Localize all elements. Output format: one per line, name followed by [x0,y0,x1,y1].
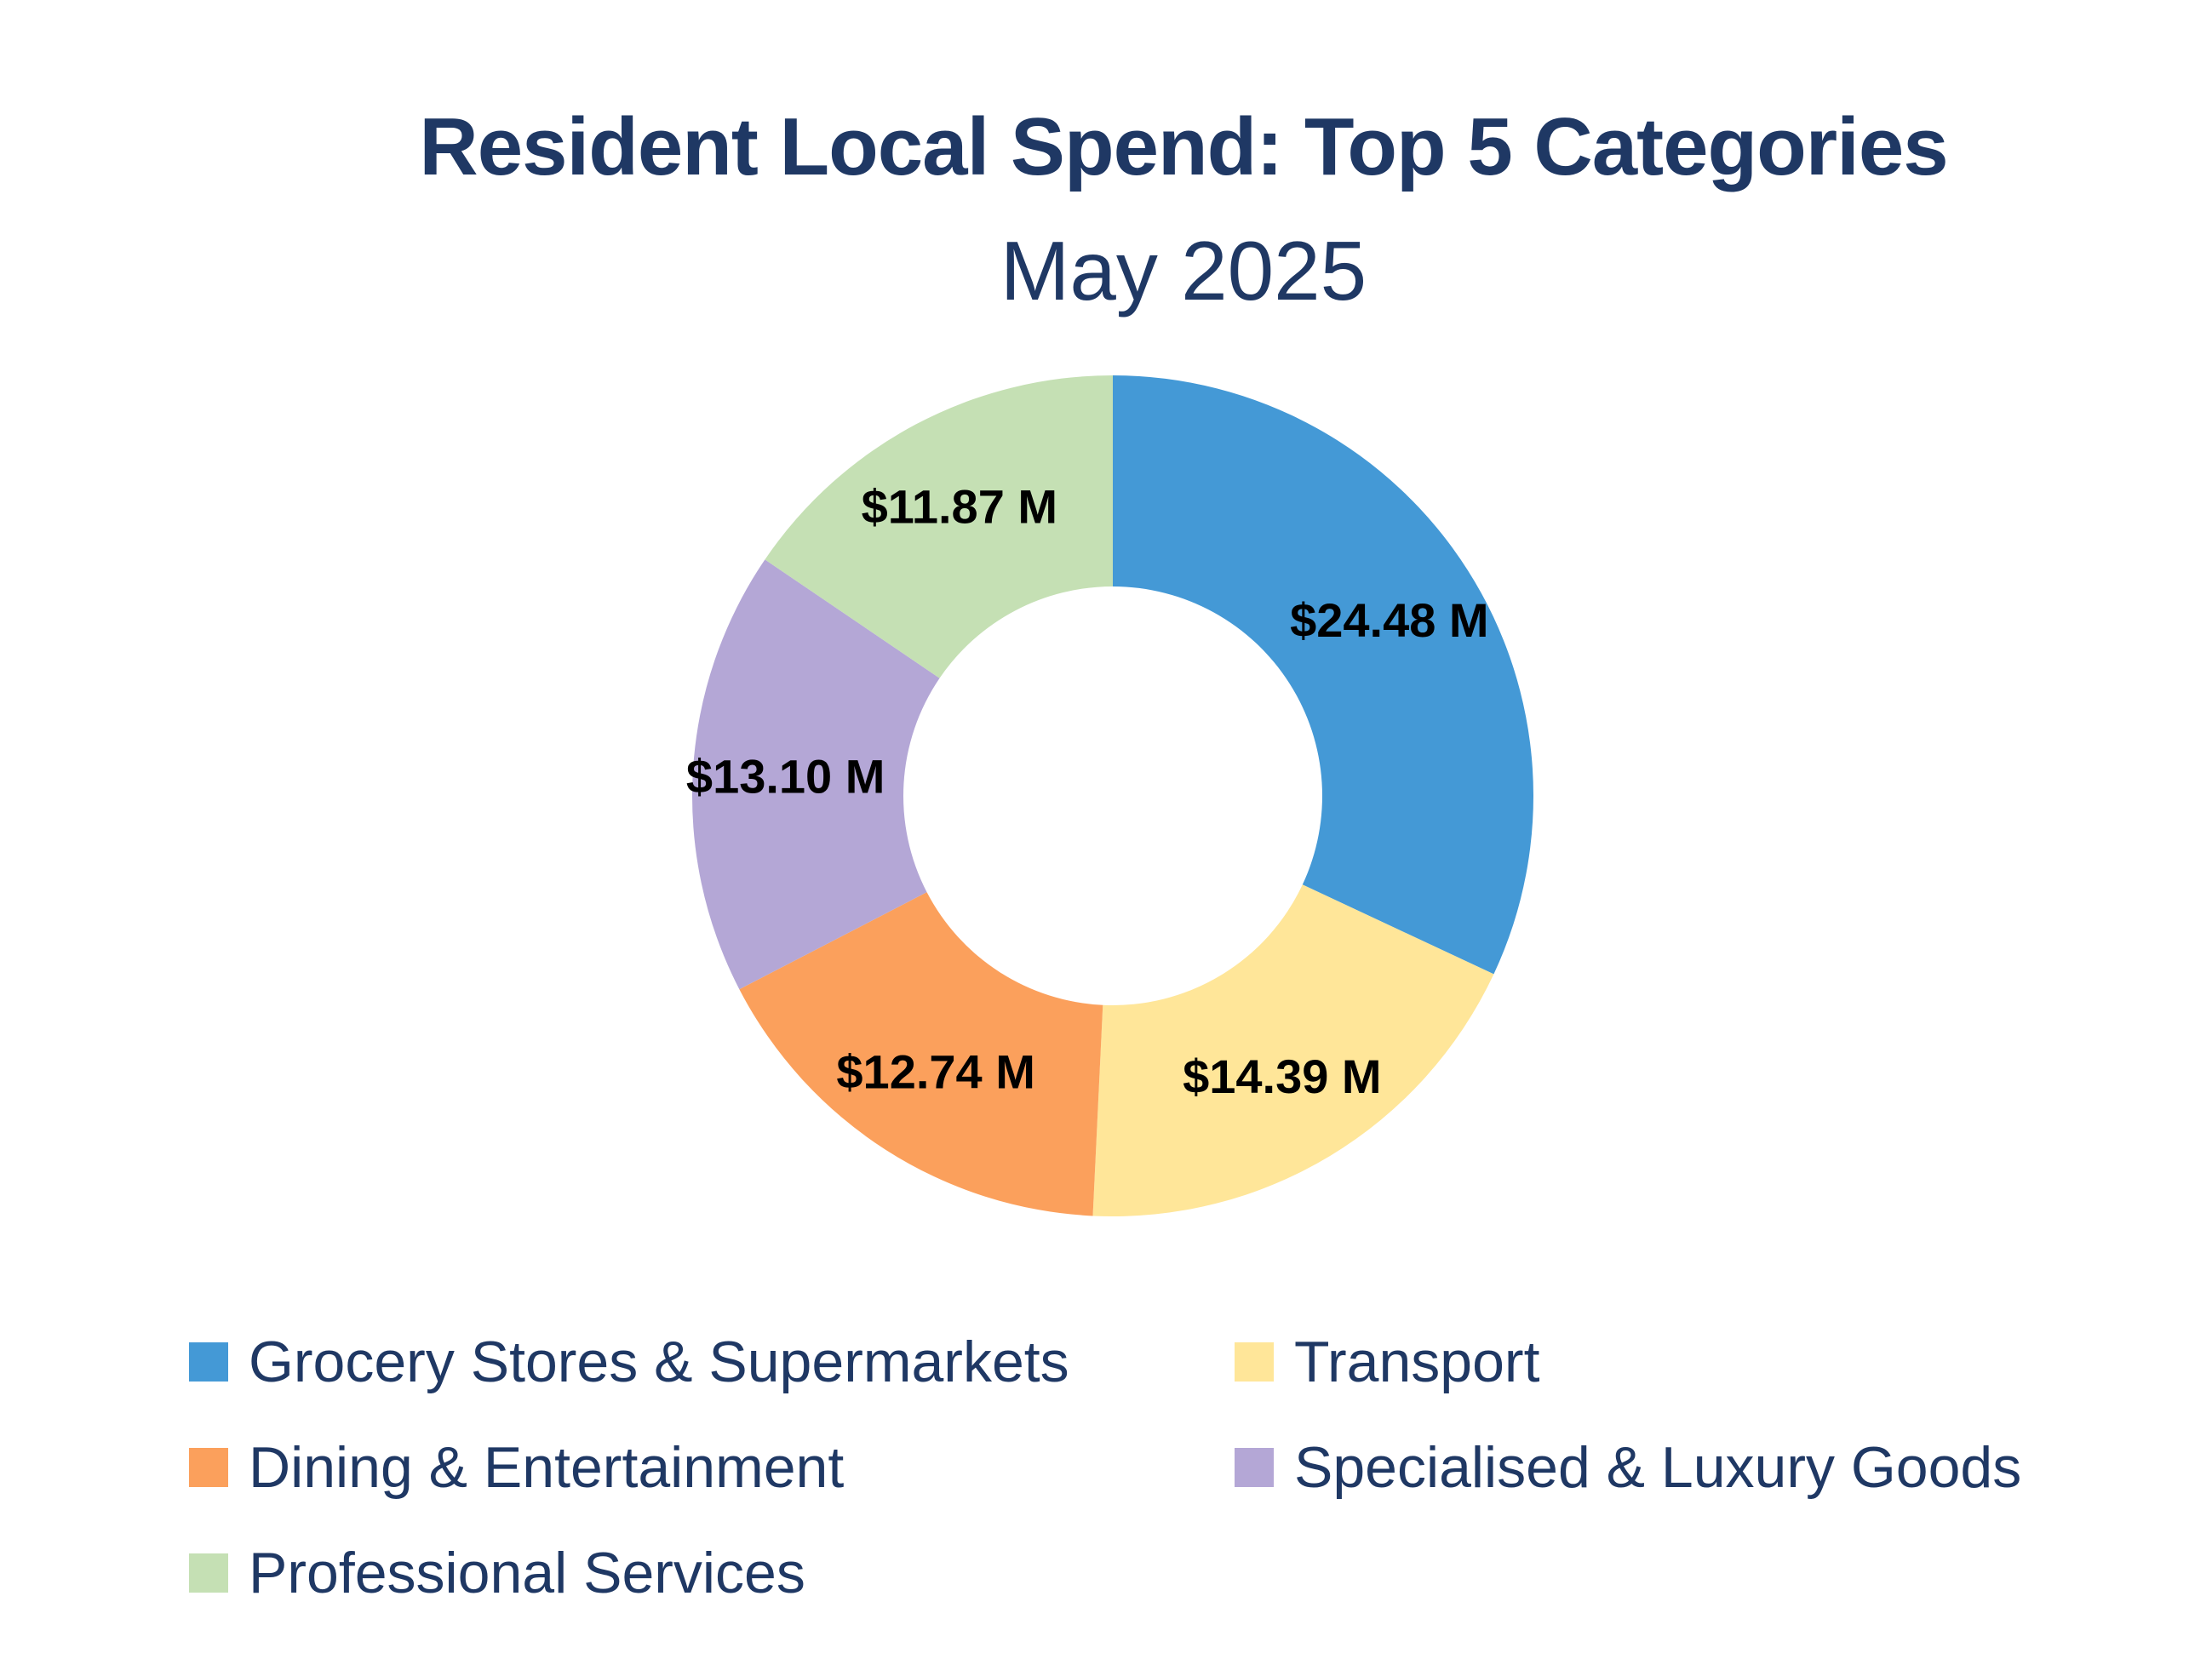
data-label-professional-services: $11.87 M [862,479,1057,533]
donut-slice-grocery-stores-and-supermarkets [1113,375,1534,975]
legend-swatch [189,1553,228,1593]
legend-item-dining-and-entertainment: Dining & Entertainment [189,1433,844,1502]
chart-title: Resident Local Spend: Top 5 Categories [419,101,1948,192]
legend-swatch [189,1448,228,1487]
chart-subtitle: May 2025 [1000,224,1367,317]
legend-item-specialised-and-luxury-goods: Specialised & Luxury Goods [1235,1433,2021,1502]
legend-label: Specialised & Luxury Goods [1294,1435,2022,1500]
data-label-transport: $14.39 M [1183,1050,1382,1103]
donut-slice-professional-services [765,375,1113,678]
legend-label: Dining & Entertainment [249,1435,845,1500]
data-label-specialised-and-luxury-goods: $13.10 M [686,750,885,804]
legend-swatch [1235,1448,1274,1487]
data-label-dining-and-entertainment: $12.74 M [836,1045,1035,1099]
legend-item-professional-services: Professional Services [189,1539,805,1607]
legend-label: Transport [1294,1330,1540,1394]
data-label-grocery-stores-and-supermarkets: $24.48 M [1290,593,1489,647]
legend-swatch [189,1342,228,1382]
donut-slice-specialised-and-luxury-goods [691,559,940,990]
legend-item-transport: Transport [1235,1328,1539,1396]
legend: Grocery Stores & Supermarkets Transport Di… [189,1328,2147,1651]
legend-label: Grocery Stores & Supermarkets [249,1330,1069,1394]
donut-slice-dining-and-entertainment [739,892,1103,1216]
legend-swatch [1235,1342,1274,1382]
donut-slices [691,375,1534,1216]
donut-value-labels: $24.48 M $14.39 M $12.74 M $13.10 M $11.87 M [686,479,1489,1103]
legend-label: Professional Services [249,1541,805,1605]
donut-slice-transport [1092,884,1494,1216]
legend-item-grocery-stores-and-supermarkets: Grocery Stores & Supermarkets [189,1328,1069,1396]
